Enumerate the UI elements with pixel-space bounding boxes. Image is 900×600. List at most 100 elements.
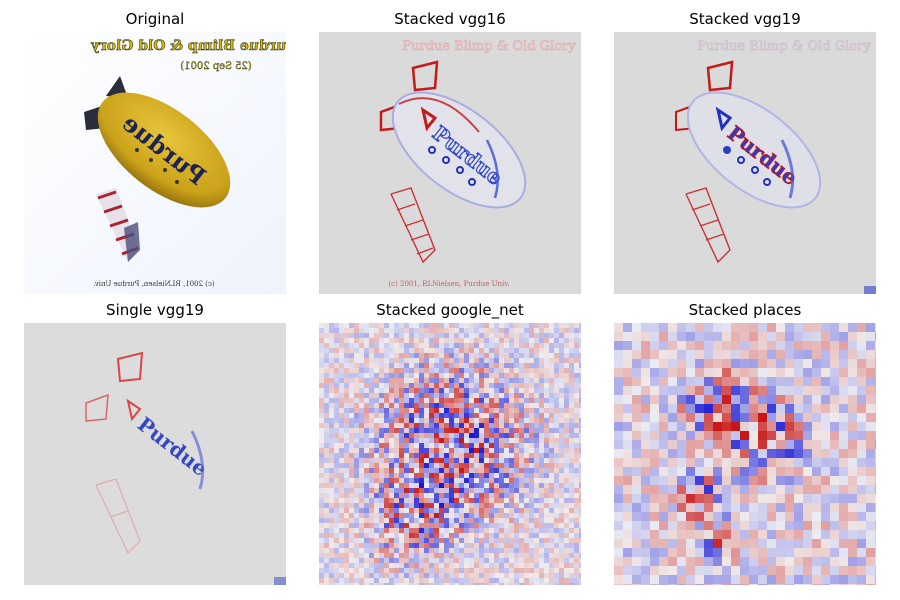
heatmap-cell: [459, 403, 464, 408]
heatmap-cell: [544, 463, 549, 468]
heatmap-cell: [722, 431, 731, 440]
heatmap-cell: [434, 498, 439, 503]
heatmap-cell: [534, 483, 539, 488]
heatmap-cell: [569, 508, 574, 513]
heatmap-cell: [866, 566, 875, 575]
svg-text:Purdue Blimp & Old Glory: Purdue Blimp & Old Glory: [697, 39, 871, 54]
heatmap-cell: [549, 353, 554, 358]
heatmap-cell: [812, 431, 821, 440]
heatmap-cell: [623, 458, 632, 467]
heatmap-cell: [449, 583, 454, 585]
heatmap-cell: [399, 348, 404, 353]
heatmap-cell: [479, 488, 484, 493]
heatmap-cell: [384, 518, 389, 523]
heatmap-cell: [803, 350, 812, 359]
heatmap-cell: [484, 363, 489, 368]
heatmap-cell: [650, 449, 659, 458]
heatmap-cell: [574, 418, 579, 423]
heatmap-cell: [740, 467, 749, 476]
heatmap-cell: [324, 363, 329, 368]
heatmap-cell: [324, 513, 329, 518]
heatmap-cell: [319, 473, 324, 478]
heatmap-cell: [324, 403, 329, 408]
heatmap-cell: [334, 528, 339, 533]
heatmap-cell: [329, 443, 334, 448]
heatmap-cell: [564, 508, 569, 513]
heatmap-cell: [514, 408, 519, 413]
heatmap-cell: [524, 498, 529, 503]
heatmap-cell: [668, 521, 677, 530]
heatmap-cell: [579, 523, 581, 528]
heatmap-cell: [394, 333, 399, 338]
heatmap-cell: [574, 438, 579, 443]
heatmap-cell: [839, 449, 848, 458]
heatmap-cell: [414, 498, 419, 503]
heatmap-cell: [319, 563, 324, 568]
heatmap-cell: [469, 538, 474, 543]
heatmap-cell: [429, 538, 434, 543]
heatmap-cell: [632, 512, 641, 521]
heatmap-cell: [574, 443, 579, 448]
heatmap-cell: [499, 483, 504, 488]
heatmap-cell: [489, 478, 494, 483]
heatmap-cell: [749, 368, 758, 377]
heatmap-cell: [519, 443, 524, 448]
heatmap-cell: [384, 443, 389, 448]
heatmap-cell: [544, 443, 549, 448]
heatmap-cell: [559, 568, 564, 573]
heatmap-cell: [579, 343, 581, 348]
heatmap-cell: [389, 463, 394, 468]
heatmap-cell: [424, 343, 429, 348]
heatmap-cell: [821, 404, 830, 413]
heatmap-cell: [484, 483, 489, 488]
heatmap-cell: [758, 503, 767, 512]
heatmap-cell: [324, 543, 329, 548]
heatmap-cell: [659, 404, 668, 413]
heatmap-cell: [857, 458, 866, 467]
heatmap-cell: [731, 440, 740, 449]
heatmap-cell: [379, 528, 384, 533]
heatmap-cell: [469, 508, 474, 513]
heatmap-cell: [474, 403, 479, 408]
heatmap-cell: [776, 521, 785, 530]
heatmap-cell: [534, 443, 539, 448]
saliency-heatmap-stacked-google-net: [319, 323, 581, 585]
heatmap-cell: [489, 498, 494, 503]
heatmap-cell: [514, 403, 519, 408]
heatmap-cell: [767, 485, 776, 494]
heatmap-cell: [384, 373, 389, 378]
heatmap-cell: [549, 453, 554, 458]
heatmap-cell: [434, 463, 439, 468]
heatmap-cell: [519, 398, 524, 403]
heatmap-cell: [474, 478, 479, 483]
heatmap-cell: [454, 503, 459, 508]
heatmap-cell: [544, 448, 549, 453]
heatmap-cell: [534, 423, 539, 428]
heatmap-cell: [334, 583, 339, 585]
heatmap-cell: [749, 521, 758, 530]
heatmap-cell: [374, 423, 379, 428]
heatmap-cell: [812, 377, 821, 386]
heatmap-cell: [494, 328, 499, 333]
heatmap-cell: [776, 368, 785, 377]
heatmap-cell: [454, 458, 459, 463]
heatmap-cell: [334, 343, 339, 348]
heatmap-cell: [359, 473, 364, 478]
heatmap-cell: [374, 333, 379, 338]
heatmap-cell: [329, 503, 334, 508]
heatmap-cell: [469, 398, 474, 403]
heatmap-cell: [668, 422, 677, 431]
heatmap-cell: [394, 533, 399, 538]
heatmap-cell: [474, 348, 479, 353]
heatmap-cell: [429, 408, 434, 413]
heatmap-cell: [579, 363, 581, 368]
heatmap-cell: [349, 523, 354, 528]
heatmap-cell: [559, 543, 564, 548]
heatmap-cell: [574, 408, 579, 413]
heatmap-cell: [579, 433, 581, 438]
heatmap-cell: [399, 483, 404, 488]
heatmap-cell: [444, 483, 449, 488]
heatmap-cell: [559, 558, 564, 563]
heatmap-cell: [848, 422, 857, 431]
heatmap-cell: [623, 341, 632, 350]
